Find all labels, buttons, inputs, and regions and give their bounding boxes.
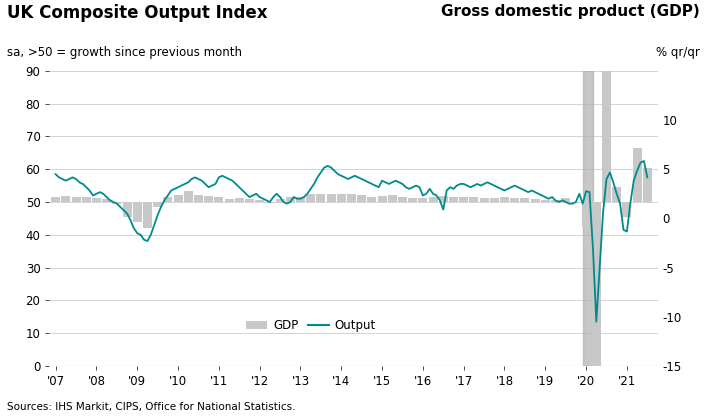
Bar — [583, 71, 593, 366]
Bar — [265, 202, 274, 203]
Text: UK Composite Output Index: UK Composite Output Index — [7, 4, 267, 22]
Bar — [408, 198, 417, 202]
Bar — [530, 199, 539, 202]
Bar — [469, 197, 479, 202]
Bar — [479, 198, 489, 202]
Bar — [204, 196, 213, 202]
Bar — [62, 196, 70, 202]
Bar — [592, 202, 601, 414]
Bar — [92, 198, 101, 202]
Bar — [449, 197, 458, 202]
Text: sa, >50 = growth since previous month: sa, >50 = growth since previous month — [7, 46, 242, 59]
Bar — [82, 197, 90, 202]
Bar — [235, 198, 244, 202]
Legend: GDP, Output: GDP, Output — [241, 314, 381, 337]
Text: Gross domestic product (GDP): Gross domestic product (GDP) — [441, 4, 700, 19]
Bar — [122, 202, 132, 217]
Bar — [143, 202, 152, 228]
Bar — [255, 200, 264, 202]
Bar — [643, 168, 652, 202]
Bar — [194, 195, 203, 202]
Bar — [306, 194, 315, 202]
Bar — [368, 197, 376, 202]
Bar — [133, 202, 141, 222]
Bar — [633, 148, 641, 202]
Bar — [520, 198, 530, 202]
Bar — [602, 35, 611, 202]
Bar — [316, 194, 325, 202]
Text: % qr/qr: % qr/qr — [656, 46, 700, 59]
Bar — [153, 202, 162, 207]
Bar — [561, 198, 570, 202]
Bar — [398, 197, 407, 202]
Bar — [439, 196, 448, 202]
Bar — [276, 199, 284, 202]
Bar — [286, 197, 295, 202]
Bar — [612, 187, 621, 202]
Bar — [459, 197, 468, 202]
Bar — [163, 197, 173, 202]
Bar — [419, 198, 427, 202]
Bar — [51, 197, 60, 202]
Bar — [184, 191, 193, 202]
Bar — [551, 200, 560, 202]
Bar — [387, 195, 397, 202]
Bar — [102, 199, 111, 202]
Bar — [571, 202, 580, 203]
Bar — [225, 199, 233, 202]
Bar — [428, 197, 438, 202]
Bar — [112, 202, 122, 204]
Bar — [296, 197, 305, 202]
Bar — [490, 198, 498, 202]
Bar — [245, 199, 254, 202]
Bar — [71, 197, 81, 202]
Bar — [510, 198, 519, 202]
Bar — [337, 194, 346, 202]
Bar — [378, 196, 387, 202]
Bar — [622, 202, 631, 217]
Bar — [357, 195, 366, 202]
Bar — [582, 202, 590, 227]
Bar — [173, 195, 182, 202]
Bar — [541, 200, 550, 202]
Bar — [327, 194, 336, 202]
Bar — [347, 194, 356, 202]
Bar — [214, 197, 223, 202]
Bar — [500, 197, 509, 202]
Text: Sources: IHS Markit, CIPS, Office for National Statistics.: Sources: IHS Markit, CIPS, Office for Na… — [7, 402, 296, 412]
